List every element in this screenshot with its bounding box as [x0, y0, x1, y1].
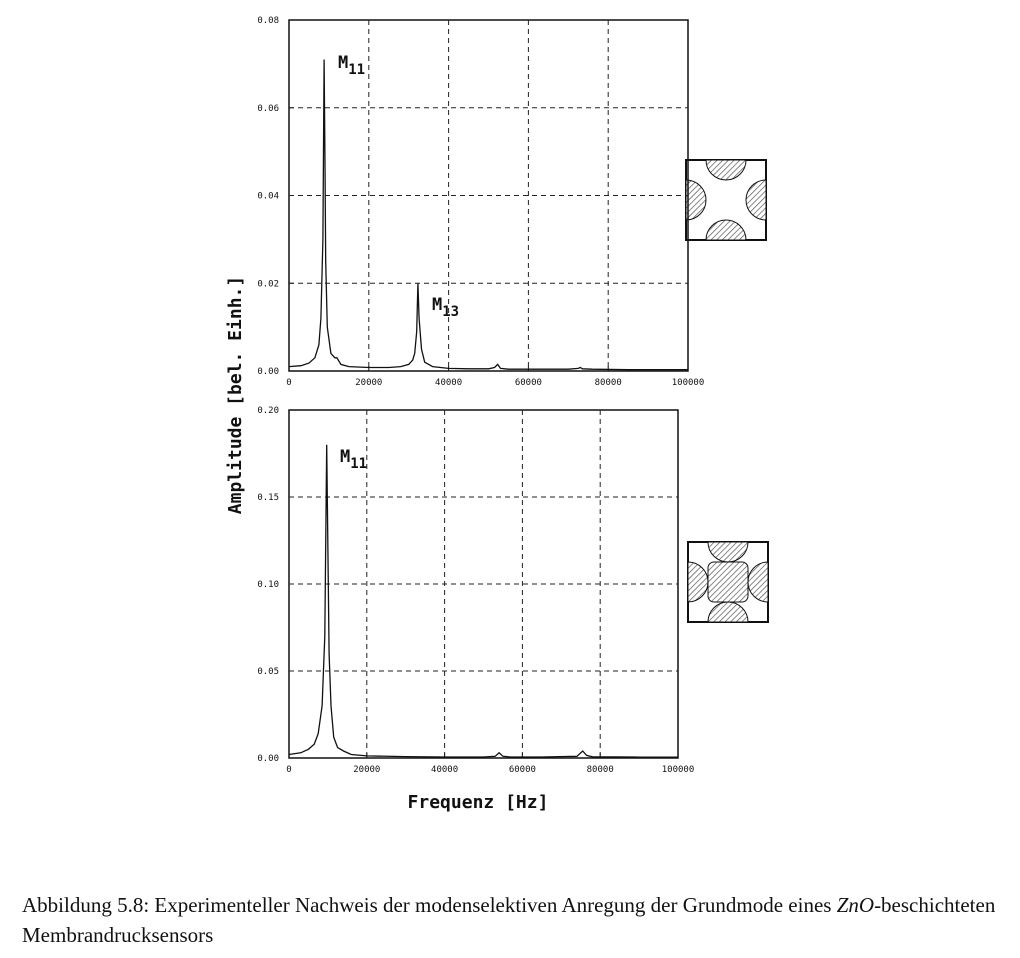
- y-tick-label: 0.06: [257, 104, 279, 114]
- x-tick-label: 80000: [587, 765, 614, 775]
- x-tick-label: 80000: [595, 378, 622, 388]
- y-tick-label: 0.04: [257, 192, 279, 202]
- x-tick-label: 60000: [515, 378, 542, 388]
- spectrum-line: [288, 59, 688, 371]
- x-tick-label: 0: [286, 765, 291, 775]
- x-tick-label: 100000: [662, 765, 695, 775]
- peak-label: M11: [338, 53, 365, 78]
- peak-label-sub: 11: [350, 456, 367, 472]
- x-tick-label: 100000: [672, 378, 705, 388]
- peak-label: M13: [432, 295, 459, 320]
- y-tick-label: 0.15: [257, 493, 279, 503]
- peak-label-sub: 11: [348, 62, 365, 78]
- y-axis-label: Amplitude [bel. Einh.]: [225, 276, 246, 514]
- x-tick-label: 60000: [509, 765, 536, 775]
- figure-caption: Abbildung 5.8: Experimenteller Nachweis …: [22, 890, 1012, 950]
- x-tick-label: 20000: [355, 378, 382, 388]
- y-tick-label: 0.00: [257, 367, 279, 377]
- x-tick-label: 20000: [353, 765, 380, 775]
- y-tick-label: 0.02: [257, 279, 279, 289]
- y-tick-label: 0.10: [257, 580, 279, 590]
- peak-label-main: M: [338, 53, 348, 73]
- x-tick-label: 0: [286, 378, 291, 388]
- mode-inset-13: [687, 541, 769, 623]
- caption-formula: ZnO: [836, 893, 875, 917]
- mode-inset-11: [685, 159, 767, 241]
- y-tick-label: 0.08: [257, 16, 279, 26]
- caption-text: -beschichteten Membrandrucksensors: [22, 893, 996, 947]
- spectrum-line: [288, 444, 678, 758]
- peak-label-main: M: [340, 447, 350, 467]
- x-axis-label: Frequenz [Hz]: [408, 792, 549, 813]
- x-tick-label: 40000: [431, 765, 458, 775]
- x-tick-label: 40000: [435, 378, 462, 388]
- figure: 0.00 0.02 0.04 0.06 0.08 0 20000 40000 60000 8000…: [225, 16, 769, 813]
- y-tick-label: 0.20: [257, 406, 279, 416]
- peak-label-main: M: [432, 295, 442, 315]
- peak-label: M11: [340, 447, 367, 472]
- y-tick-label: 0.05: [257, 667, 279, 677]
- y-tick-label: 0.00: [257, 754, 279, 764]
- caption-text: Abbildung 5.8: Experimenteller Nachweis …: [22, 893, 837, 917]
- peak-label-sub: 13: [442, 304, 459, 320]
